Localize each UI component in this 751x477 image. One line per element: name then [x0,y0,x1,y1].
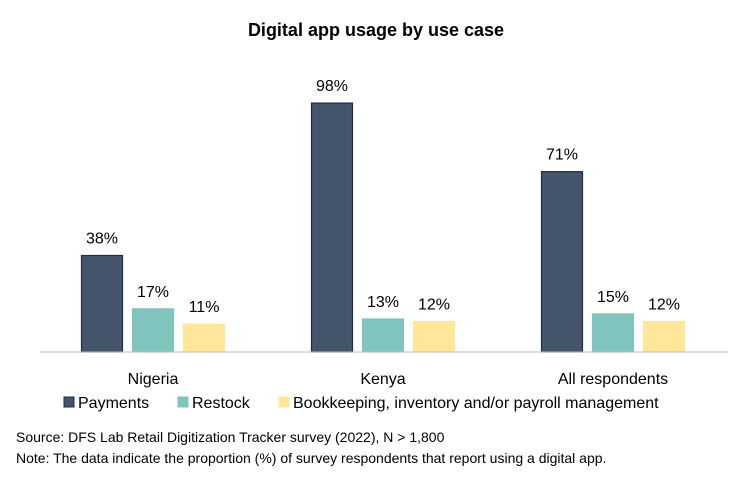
data-label: 38% [86,230,118,247]
bar-restock-all [591,313,635,353]
data-labels-group: 38% 17% 11% 98% 13% 12% 71% 15% 12% [86,78,680,316]
category-labels-group: Nigeria Kenya All respondents [128,371,668,388]
legend-swatch [63,396,75,408]
data-label: 12% [648,297,680,314]
category-label: Kenya [360,371,405,388]
data-note: Note: The data indicate the proportion (… [16,450,606,466]
legend-swatch [278,396,290,408]
chart-title: Digital app usage by use case [248,20,504,40]
category-label: All respondents [558,371,668,388]
bar-bookkeeping-all [642,320,686,353]
bar-payments-nigeria [80,254,124,353]
data-label: 12% [418,297,450,314]
bar-restock-nigeria [131,308,175,353]
bar-payments-kenya [310,102,354,353]
data-label: 11% [189,299,220,316]
category-label: Nigeria [128,371,179,388]
legend: Payments Restock Bookkeeping, inventory an… [63,395,659,412]
legend-swatch [177,396,189,408]
data-label: 17% [137,284,169,301]
legend-label: Restock [192,395,251,412]
data-label: 98% [316,78,348,95]
bar-payments-all [540,171,584,353]
legend-label: Payments [78,395,149,412]
bars-group [80,102,686,353]
data-label: 13% [367,294,399,311]
bar-bookkeeping-kenya [412,320,456,353]
source-note: Source: DFS Lab Retail Digitization Trac… [16,429,445,445]
bar-restock-kenya [361,318,405,353]
data-label: 15% [597,289,629,306]
bar-bookkeeping-nigeria [182,323,226,353]
legend-label: Bookkeeping, inventory and/or payroll ma… [293,395,659,412]
data-label: 71% [546,147,578,164]
